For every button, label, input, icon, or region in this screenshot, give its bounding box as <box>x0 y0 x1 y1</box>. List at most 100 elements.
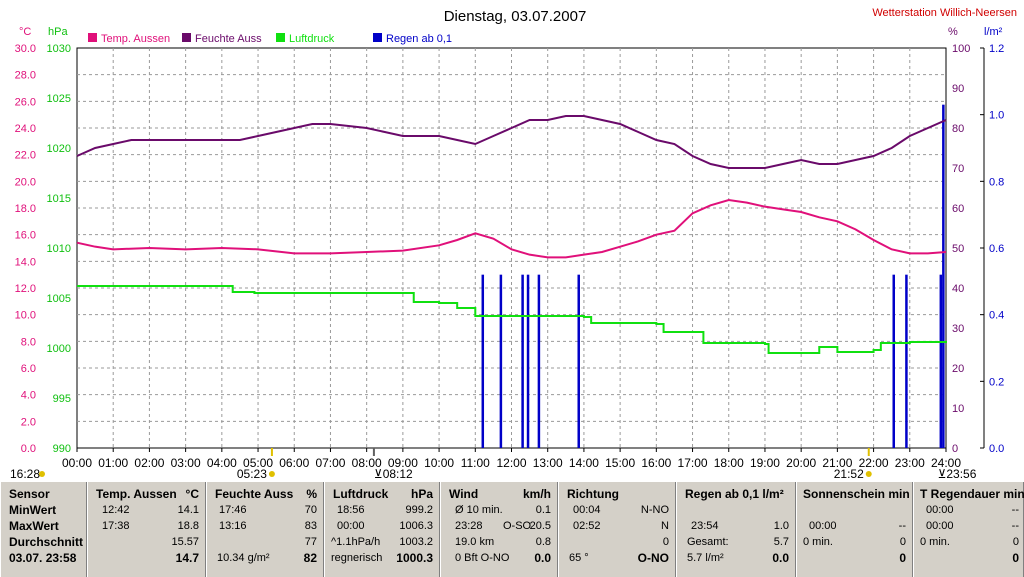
rain-time: 23:54 <box>691 520 719 532</box>
temp-tick-label: 20.0 <box>15 176 36 188</box>
pressure-tick-label: 1030 <box>47 43 71 55</box>
humidity-tick-label: 100 <box>952 43 970 55</box>
x-tick-label: 17:00 <box>678 456 708 470</box>
rain-bar <box>939 274 943 448</box>
mid-time-label: ⊻08:12 <box>374 467 413 481</box>
temp-unit: °C <box>185 487 199 501</box>
direction-d2: N <box>661 520 669 532</box>
rain-bars <box>481 104 945 449</box>
pressure-tick-label: 1000 <box>47 343 71 355</box>
legend-label: Luftdruck <box>289 33 335 45</box>
direction-d1: N-NO <box>640 504 669 516</box>
x-tick-label: 14:00 <box>569 456 599 470</box>
rain-bar <box>892 274 895 448</box>
humidity-tick-label: 40 <box>952 283 964 295</box>
y-axes: 30.0 28.0 26.0 24.0 22.0 20.0 18.0 16.0 14.0 12.0… <box>15 43 1005 455</box>
series-lines <box>76 115 947 354</box>
humidity-min: 70 <box>304 504 317 516</box>
wind-header: Wind <box>449 487 479 501</box>
humidity-tick-label: 50 <box>952 243 964 255</box>
temp-tick-label: 12.0 <box>15 283 36 295</box>
wind-current: 0.0 <box>534 551 551 565</box>
humidity-max: 83 <box>304 520 317 532</box>
rain-bar <box>905 274 908 448</box>
legend-label: Temp. Aussen <box>101 33 170 45</box>
temp-current: 14.7 <box>175 551 199 565</box>
humidity-tick-label: 20 <box>952 363 964 375</box>
temp-tick-label: 2.0 <box>21 416 36 428</box>
rainduration-column: T Regendauer min 00:00 -- 00:00 -- 0 min… <box>913 482 1024 577</box>
temp-tick-label: 18.0 <box>15 203 36 215</box>
pressure-min-time: 18:56 <box>337 504 365 516</box>
rain-bar <box>537 274 541 448</box>
temp-tick-label: 0.0 <box>21 443 36 455</box>
sensor-column: Sensor MinWert MaxWert Durchschnitt 03.0… <box>0 482 87 577</box>
pressure-column: Luftdruck hPa 18:56 999.2 00:00 1006.3 ^… <box>324 482 440 577</box>
sunset-icon <box>865 471 872 477</box>
temp-avg: 15.57 <box>171 536 199 548</box>
luftdruck-line <box>77 285 947 354</box>
pressure-trend: 1003.2 <box>399 536 433 548</box>
rain-total-label: Gesamt: <box>687 536 729 548</box>
humidity-tick-label: 0 <box>952 443 958 455</box>
pressure-max-time: 00:00 <box>337 520 365 532</box>
pressure-tick-label: 1015 <box>47 193 71 205</box>
time-markers: 05:23 21:52 ⊻08:12 16:28 ⊻23:56 <box>10 448 977 481</box>
temp-tick-label: 4.0 <box>21 390 36 402</box>
sunrise-time: 05:23 <box>237 467 267 481</box>
temp-tick-label: 22.0 <box>15 150 36 162</box>
wind-max-dir: O-SO <box>503 520 532 532</box>
pressure-tick-label: 1025 <box>47 93 71 105</box>
temp-tick-label: 26.0 <box>15 96 36 108</box>
direction-t2: 02:52 <box>573 520 601 532</box>
pressure-min: 999.2 <box>405 504 433 516</box>
x-tick-label: 04:00 <box>207 456 237 470</box>
rainduration-v3: 0 <box>1012 536 1019 548</box>
pressure-max: 1006.3 <box>399 520 433 532</box>
sun-min-label: 0 min. <box>803 536 833 548</box>
humidity-unit: % <box>306 487 317 501</box>
station-name: Wetterstation Willich-Neersen <box>872 7 1017 19</box>
rain-bar <box>521 274 524 448</box>
temp-tick-label: 28.0 <box>15 70 36 82</box>
x-tick-label: 19:00 <box>750 456 780 470</box>
pressure-header: Luftdruck <box>333 487 389 501</box>
x-tick-label: 10:00 <box>424 456 454 470</box>
left-sun-icon <box>39 471 45 477</box>
current-date: 03.07. 23:58 <box>9 551 77 565</box>
humidity-tick-label: 30 <box>952 323 964 335</box>
sun-t1: 00:00 <box>809 520 837 532</box>
legend-swatch <box>373 33 382 42</box>
temp-max-time: 17:38 <box>102 520 130 532</box>
rainduration-t1: 00:00 <box>926 504 954 516</box>
humidity-tick-label: 70 <box>952 163 964 175</box>
rain-bar <box>499 274 503 448</box>
rain-column: Regen ab 0,1 l/m² 23:54 1.0 Gesamt: 5.7 … <box>676 482 796 577</box>
pressure-unit: hPa <box>410 487 433 501</box>
rain-current: 0.0 <box>772 551 789 565</box>
axis-units: °C hPa % l/m² <box>19 26 1003 38</box>
direction-deg: 65 ° <box>569 552 589 564</box>
pressure-current: 1000.3 <box>396 551 433 565</box>
wind-unit: km/h <box>522 487 551 501</box>
rainduration-min-label: 0 min. <box>920 536 950 548</box>
temp-unit-label: °C <box>19 26 31 38</box>
sun-v1: -- <box>898 520 906 532</box>
rainduration-v2: -- <box>1011 520 1019 532</box>
rain-tick-label: 1.2 <box>989 43 1004 55</box>
x-tick-label: 21:00 <box>822 456 852 470</box>
direction-v3: 0 <box>662 536 669 548</box>
weather-chart: Dienstag, 03.07.2007 Wetterstation Willi… <box>10 7 1017 481</box>
temp-tick-label: 6.0 <box>21 363 36 375</box>
temp-aussen-line <box>76 198 947 259</box>
pressure-unit-label: hPa <box>48 26 68 38</box>
x-tick-label: 01:00 <box>98 456 128 470</box>
temp-tick-label: 24.0 <box>15 123 36 135</box>
legend: Temp. Aussen Feuchte Auss Luftdruck Regen a… <box>88 33 452 45</box>
sensor-header: Sensor <box>9 487 50 501</box>
temp-tick-label: 30.0 <box>15 43 36 55</box>
feuchte-auss-line <box>76 115 947 169</box>
pressure-forecast: regnerisch <box>331 552 383 564</box>
rain-sum: 5.7 l/m² <box>687 552 724 564</box>
humidity-tick-label: 90 <box>952 83 964 95</box>
